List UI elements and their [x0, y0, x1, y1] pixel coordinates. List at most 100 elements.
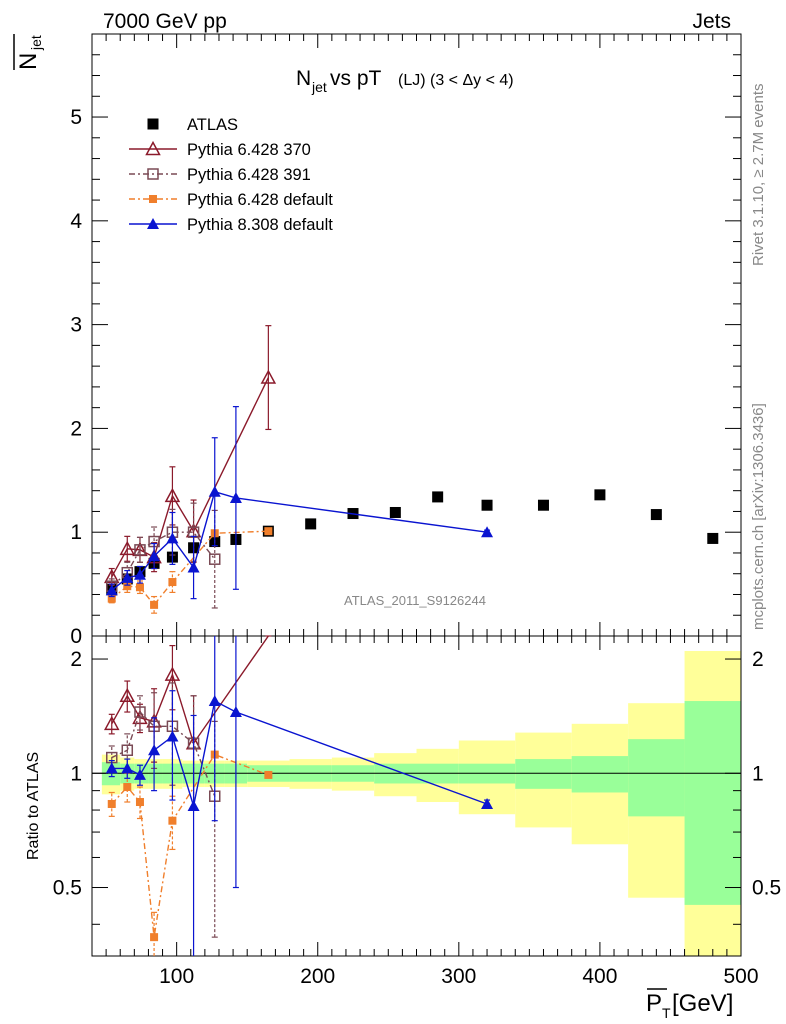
series-pythia-6-428-default [107, 527, 273, 956]
series-point-ratio [166, 730, 179, 742]
title-small: (LJ) (3 < Δy < 4) [398, 72, 514, 89]
series-pythia-6-428-391 [106, 502, 221, 938]
series-point-ratio [121, 762, 134, 774]
series-point-ratio [168, 816, 177, 825]
atlas-point [389, 506, 401, 518]
title-rest: vs pT [330, 67, 382, 90]
atlas-point [481, 499, 493, 511]
series-point-main [166, 532, 179, 544]
series-point-main [105, 584, 118, 596]
series-point-main [264, 527, 273, 536]
legend-label: Pythia 6.428 370 [187, 141, 311, 159]
series-point-ratio [121, 744, 134, 756]
energy-label: 7000 GeV pp [103, 10, 227, 33]
atlas-point [594, 489, 606, 501]
main-y-tick-label: 0 [70, 625, 82, 648]
main-y-tick-label: 1 [70, 521, 82, 544]
series-point-ratio [208, 695, 221, 707]
atlas-point [650, 509, 662, 521]
series-point-ratio [164, 666, 181, 681]
ratio-y-tick-label: 0.5 [53, 877, 82, 900]
band-inner-bin [571, 756, 629, 793]
series-point-main [135, 583, 144, 592]
series-point-main [260, 369, 277, 384]
main-ylabel-sub: jet [28, 35, 44, 51]
ratio-y-tick-label-right: 0.5 [752, 877, 781, 900]
main-y-tick-label: 4 [70, 210, 82, 233]
x-tick-label: 400 [582, 965, 617, 988]
ratio-ylabel: Ratio to ATLAS [25, 752, 42, 860]
legend-entry: Pythia 6.428 391 [129, 166, 311, 184]
main-y-tick-label: 2 [70, 417, 82, 440]
legend-label: Pythia 6.428 391 [187, 166, 311, 184]
series-point-ratio [123, 783, 132, 792]
main-y-tick-label: 5 [70, 106, 82, 129]
series-point-ratio [134, 706, 146, 718]
side-text-mcplots: mcplots.cern.ch [arXiv:1306.3436] [750, 403, 767, 630]
series-point-ratio [187, 799, 200, 811]
atlas-point [432, 491, 444, 503]
series-point-ratio [133, 768, 146, 780]
legend-marker [147, 218, 159, 229]
series-point-main [208, 553, 221, 565]
series-point-main [164, 487, 181, 503]
series-atlas [106, 489, 719, 595]
main-y-tick-label: 3 [70, 314, 82, 337]
axes-layer: 100 200 300 400 500 0 1 2 3 4 5 0.5 0.5 1 1 2 2 [53, 33, 781, 988]
series-point-main [168, 578, 177, 587]
series-point-ratio [481, 797, 494, 809]
legend-entry: Pythia 8.308 default [129, 216, 333, 234]
ratio-y-tick-label-right: 2 [752, 648, 764, 671]
atlas-point [537, 499, 549, 511]
series-point-main [150, 600, 159, 609]
series-point-ratio [105, 762, 118, 774]
series-layer [103, 325, 719, 956]
atlas-point [707, 532, 719, 544]
series-point-ratio [103, 715, 120, 731]
legend-marker [147, 118, 159, 130]
x-tick-label: 500 [723, 965, 758, 988]
series-point-main [134, 544, 146, 556]
xlabel-text: P [646, 990, 662, 1017]
legend-entry: ATLAS [147, 116, 238, 134]
band-inner-bin [628, 739, 685, 817]
atlas-point [305, 518, 317, 530]
title-main: N [296, 67, 311, 90]
series-point-ratio [148, 744, 161, 756]
x-tick-label: 300 [441, 965, 476, 988]
legend-label: Pythia 6.428 default [187, 191, 333, 209]
xlabel: P T [GeV] [646, 988, 733, 1021]
main-ylabel-text: N [15, 53, 42, 70]
band-inner-bin [515, 759, 572, 789]
title-sub: jet [311, 79, 327, 95]
legend-marker [147, 168, 159, 180]
series-point-main [133, 568, 146, 580]
ratio-y-tick-label: 2 [70, 648, 82, 671]
x-tick-label: 200 [300, 965, 335, 988]
ratio-uncertainty-band [101, 650, 741, 956]
legend-entry: Pythia 6.428 default [129, 191, 333, 209]
series-point-main [208, 485, 221, 497]
series-point-main [481, 526, 494, 538]
legend-marker [149, 195, 157, 203]
legend-marker [145, 140, 161, 156]
band-inner-bin [684, 701, 741, 905]
xlabel-unit: [GeV] [672, 990, 733, 1017]
series-point-main [107, 594, 116, 603]
series-point-main [123, 582, 132, 591]
x-tick-label: 100 [159, 965, 194, 988]
series-point-ratio [119, 687, 136, 703]
ratio-y-tick-label: 1 [70, 762, 82, 785]
ratio-y-tick-label-right: 1 [752, 762, 764, 785]
legend-entry: Pythia 6.428 370 [129, 140, 311, 159]
series-point-main [187, 561, 200, 573]
series-point-main [148, 550, 161, 562]
main-ylabel: N jet [13, 34, 44, 70]
series-point-main [119, 540, 136, 556]
category-label: Jets [692, 10, 731, 33]
series-point-ratio [135, 798, 144, 807]
series-point-ratio [264, 770, 273, 779]
series-pythia-8-308-default [105, 406, 494, 956]
legend-label: ATLAS [187, 116, 238, 134]
